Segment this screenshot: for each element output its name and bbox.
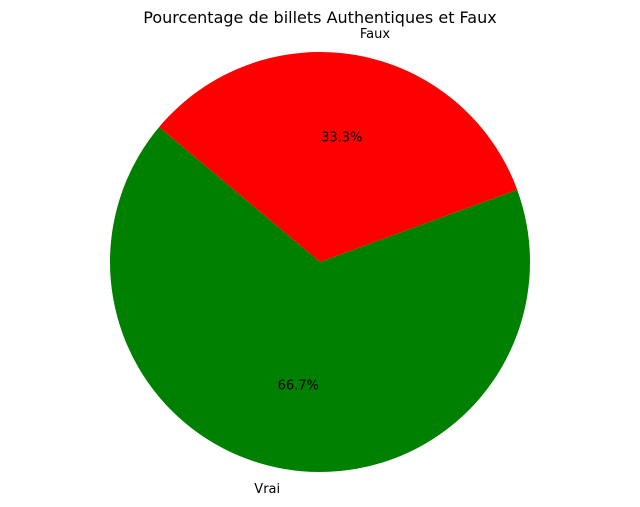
pie-labels: Vrai 66.7% Faux 33.3% [254,27,390,497]
pct-label-vrai: 66.7% [278,379,319,394]
pct-label-faux: 33.3% [321,130,362,145]
pie-slices [110,51,531,473]
slice-label-faux: Faux [360,27,390,42]
pie-slice-vrai [110,127,531,473]
chart-title: Pourcentage de billets Authentiques et F… [143,8,496,27]
slice-label-vrai: Vrai [254,482,280,497]
pie-slice-faux [159,51,518,262]
